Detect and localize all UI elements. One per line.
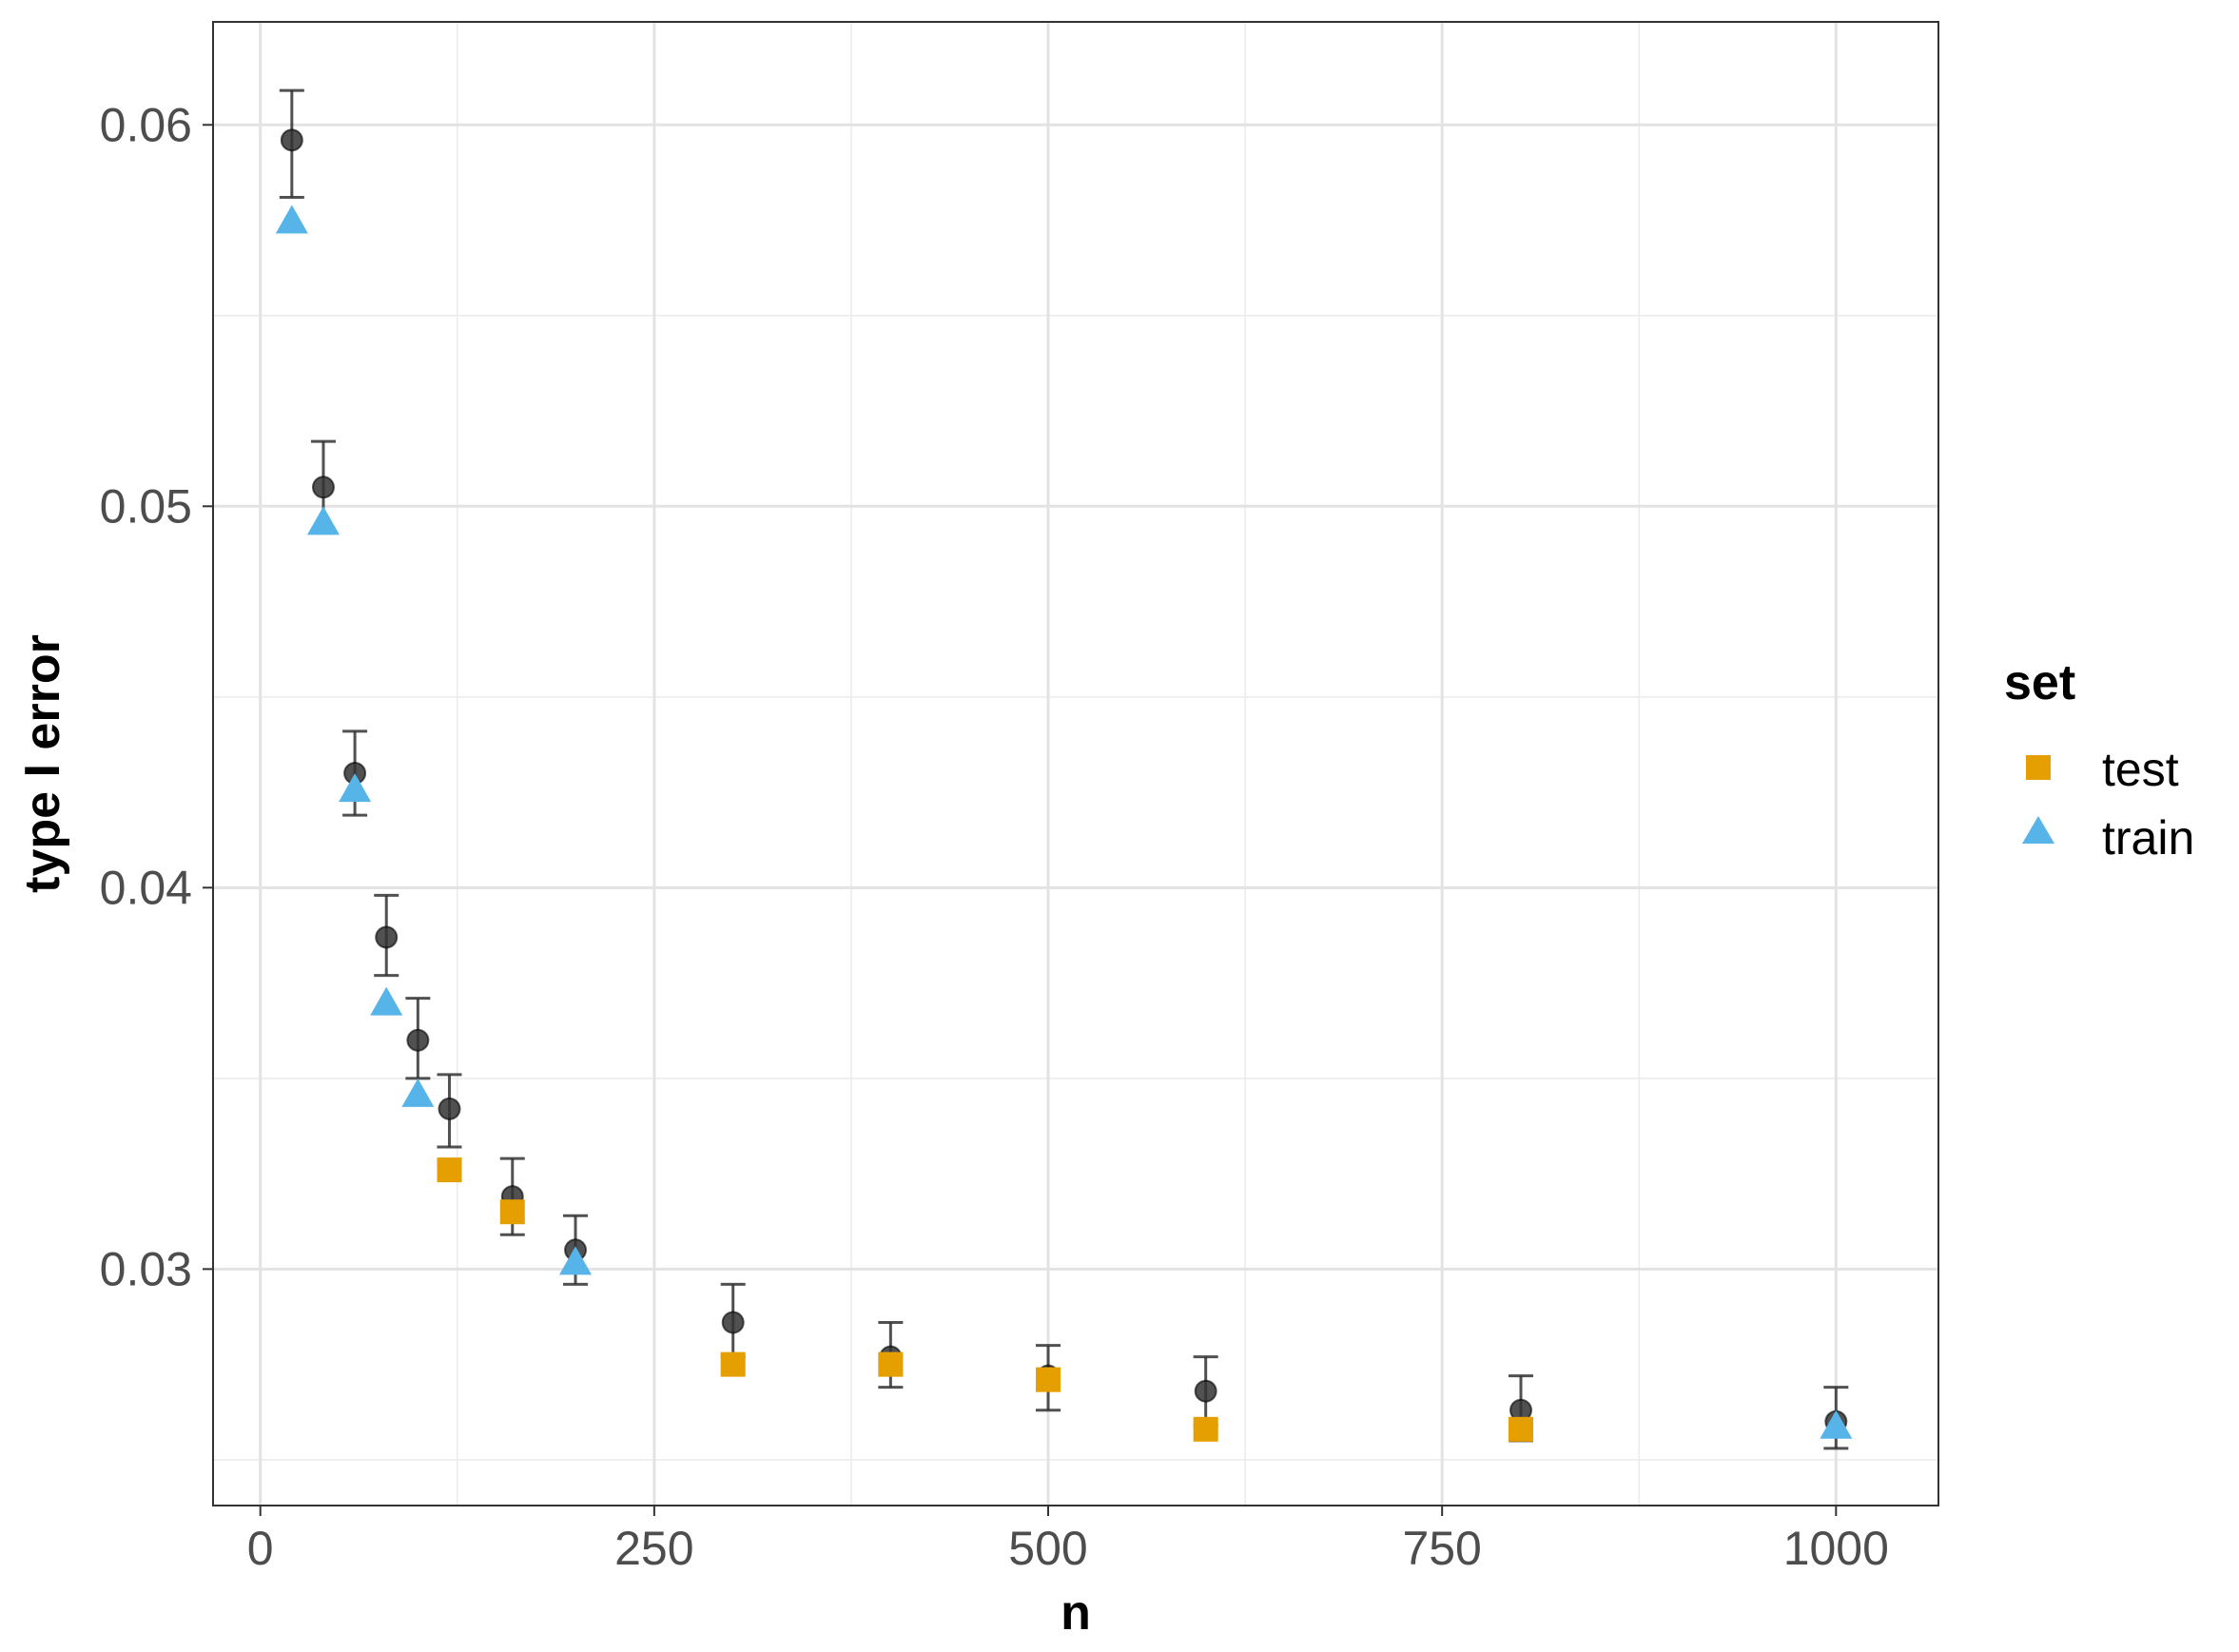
legend-label-test: test: [2102, 743, 2179, 796]
point-train: [559, 1246, 593, 1275]
point-circle: [721, 1311, 745, 1334]
point-test: [437, 1157, 462, 1183]
y-tick-label: 0.04: [100, 861, 192, 914]
x-tick-label: 1000: [1783, 1522, 1889, 1575]
x-axis-title: n: [1061, 1585, 1091, 1641]
plot-panel: [213, 22, 1938, 1506]
x-tick-label: 0: [247, 1522, 274, 1575]
point-circle: [1194, 1379, 1217, 1403]
point-circle: [280, 128, 303, 152]
point-circle: [438, 1097, 461, 1120]
point-train: [401, 1078, 435, 1107]
point-test: [1036, 1367, 1061, 1392]
data-marks: [275, 128, 1853, 1442]
y-axis: 0.03 0.04 0.05 0.06: [100, 98, 213, 1295]
x-tick-label: 750: [1402, 1522, 1481, 1575]
point-train: [370, 986, 403, 1016]
point-test: [499, 1199, 525, 1225]
point-circle: [375, 925, 399, 949]
y-tick-label: 0.05: [100, 479, 192, 533]
x-axis: 0 250 500 750 1000: [247, 1506, 1889, 1575]
point-train: [306, 506, 340, 535]
point-train: [275, 204, 308, 234]
point-train: [1820, 1409, 1853, 1439]
y-tick-label: 0.03: [100, 1242, 192, 1295]
point-test: [1193, 1416, 1218, 1442]
x-tick-label: 250: [614, 1522, 693, 1575]
grid-minor: [213, 22, 1938, 1506]
legend: set test train: [2004, 655, 2194, 865]
point-circle: [311, 476, 335, 499]
point-train: [339, 773, 372, 803]
y-axis-title: type I error: [15, 634, 70, 893]
legend-key-train: [2022, 816, 2054, 844]
point-circle: [406, 1028, 430, 1052]
x-tick-label: 500: [1008, 1522, 1087, 1575]
point-test: [720, 1351, 746, 1377]
legend-title: set: [2004, 655, 2075, 710]
legend-key-test: [2026, 755, 2051, 780]
grid-major: [213, 22, 1938, 1506]
point-test: [878, 1351, 904, 1377]
legend-label-train: train: [2102, 811, 2194, 865]
point-test: [1508, 1416, 1533, 1442]
plot-border: [212, 21, 1939, 1506]
y-tick-label: 0.06: [100, 98, 192, 151]
